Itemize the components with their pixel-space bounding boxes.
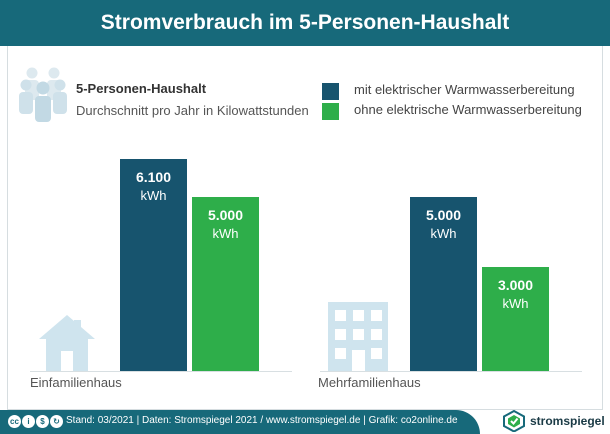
bar-unit-label: kWh: [140, 188, 167, 203]
bar-value-label: 5.000: [425, 207, 462, 223]
apartment-building-icon: [328, 302, 388, 372]
bar-einfamilienhaus-mit: 6.100 kWh: [120, 159, 187, 371]
stromspiegel-logo-icon: [503, 410, 525, 432]
category-label-mehrfamilienhaus: Mehrfamilienhaus: [318, 375, 421, 390]
legend-label: ohne elektrische Warmwasserbereitung: [354, 102, 582, 117]
bar-value-label: 3.000: [497, 277, 534, 293]
bar-einfamilienhaus-ohne: 5.000 kWh: [192, 197, 259, 371]
page-title: Stromverbrauch im 5-Personen-Haushalt: [100, 11, 510, 34]
legend-item-with-water-heating: mit elektrischer Warmwasserbereitung: [322, 81, 602, 101]
bar-unit-label: kWh: [212, 226, 239, 241]
people-group-icon: [19, 67, 67, 122]
footer-bar: cc i $ ↻ Stand: 03/2021 | Daten: Stromsp…: [0, 410, 480, 434]
legend-label: mit elektrischer Warmwasserbereitung: [354, 82, 575, 97]
legend-item-without-water-heating: ohne elektrische Warmwasserbereitung: [322, 101, 602, 121]
legend-title: 5-Personen-Haushalt: [76, 81, 207, 96]
sa-icon: ↻: [50, 415, 63, 428]
bar-value-label: 6.100: [135, 169, 172, 185]
baseline-einfamilienhaus: [30, 371, 292, 372]
nc-icon: $: [36, 415, 49, 428]
bar-unit-label: kWh: [502, 296, 529, 311]
house-icon: [39, 315, 95, 371]
logo-text: stromspiegel: [530, 414, 605, 428]
baseline-mehrfamilienhaus: [320, 371, 582, 372]
header-bar: Stromverbrauch im 5-Personen-Haushalt: [0, 0, 610, 46]
category-label-einfamilienhaus: Einfamilienhaus: [30, 375, 122, 390]
bar-unit-label: kWh: [430, 226, 457, 241]
legend-subtitle: Durchschnitt pro Jahr in Kilowattstunden: [76, 103, 309, 118]
legend-swatch: [322, 103, 339, 120]
by-icon: i: [22, 415, 35, 428]
bar-mehrfamilienhaus-mit: 5.000 kWh: [410, 197, 477, 371]
bar-mehrfamilienhaus-ohne: 3.000 kWh: [482, 267, 549, 371]
bar-value-label: 5.000: [207, 207, 244, 223]
legend-swatch: [322, 83, 339, 100]
cc-icon: cc: [8, 415, 21, 428]
footer-credits: Stand: 03/2021 | Daten: Stromspiegel 202…: [66, 415, 458, 426]
